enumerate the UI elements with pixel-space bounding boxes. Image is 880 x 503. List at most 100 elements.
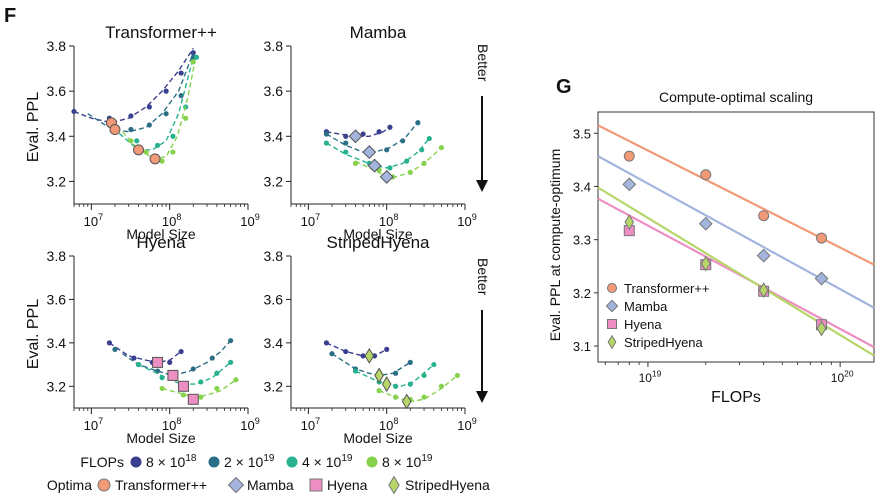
y-tick-label: 3.4 bbox=[573, 179, 591, 194]
legend-flops-title: FLOPs bbox=[80, 454, 124, 470]
series-transformer bbox=[597, 124, 875, 266]
data-point bbox=[360, 353, 366, 359]
legend-optima-marker bbox=[97, 478, 111, 492]
y-tick-label: 3.2 bbox=[47, 173, 67, 189]
data-point bbox=[190, 50, 196, 56]
data-point bbox=[419, 147, 425, 153]
data-point bbox=[404, 158, 410, 164]
series-4e19 bbox=[352, 361, 437, 389]
x-tick-label: 109 bbox=[457, 212, 477, 229]
data-point bbox=[343, 348, 349, 355]
series-2e19 bbox=[87, 52, 196, 133]
subplot-title: StripedHyena bbox=[326, 233, 430, 252]
y-tick-label: 3.8 bbox=[47, 38, 67, 54]
data-point bbox=[454, 372, 461, 379]
better-label-top: Better bbox=[475, 44, 491, 82]
data-point bbox=[183, 115, 189, 121]
x-axis-label: FLOPs bbox=[711, 389, 761, 406]
optimum-marker bbox=[381, 376, 392, 393]
data-point bbox=[758, 210, 770, 222]
y-tick-label: 3.4 bbox=[47, 128, 67, 144]
better-label-bottom: Better bbox=[475, 258, 491, 296]
fit-curve bbox=[326, 342, 388, 357]
y-tick-label: 3.8 bbox=[264, 248, 284, 264]
data-point bbox=[180, 392, 187, 398]
y-axis-label: Eval. PPL bbox=[25, 299, 42, 369]
legend-marker bbox=[607, 283, 617, 293]
data-point bbox=[71, 108, 77, 115]
legend-flops-entry: 8 × 1018 bbox=[130, 453, 197, 470]
data-point bbox=[700, 169, 712, 181]
series-4e19 bbox=[106, 54, 200, 151]
data-point bbox=[228, 359, 234, 365]
x-axis-label: Model Size bbox=[343, 226, 412, 242]
data-point bbox=[758, 282, 769, 299]
y-tick-label: 3.4 bbox=[264, 128, 284, 144]
data-point bbox=[387, 124, 393, 130]
data-point bbox=[393, 383, 399, 389]
y-tick-label: 3.8 bbox=[264, 38, 284, 54]
better-arrow-bottom: Better bbox=[475, 258, 491, 403]
data-point bbox=[360, 131, 366, 137]
y-tick-label: 3.2 bbox=[264, 173, 284, 189]
x-tick-label: 107 bbox=[84, 212, 104, 229]
data-point bbox=[700, 255, 711, 272]
subplot-mamba: Mamba 3.2 3.4 3.6 3.8 107 108 109 Model Size bbox=[264, 23, 477, 242]
data-point bbox=[112, 346, 118, 352]
x-tick-label: 109 bbox=[240, 416, 260, 433]
fit-curve bbox=[326, 138, 430, 169]
data-point bbox=[343, 140, 349, 146]
optimum-marker bbox=[362, 145, 377, 160]
data-point bbox=[163, 88, 169, 94]
legend-flops-label: 8 × 1018 bbox=[146, 453, 197, 470]
data-point bbox=[376, 388, 382, 394]
data-point bbox=[209, 355, 215, 361]
data-point bbox=[134, 138, 140, 144]
optimum-marker bbox=[177, 380, 189, 392]
optimum-marker bbox=[364, 347, 375, 364]
legend-flops-entry: 4 × 1019 bbox=[286, 453, 353, 470]
data-point bbox=[323, 131, 330, 137]
data-point bbox=[698, 216, 713, 231]
data-point bbox=[814, 271, 829, 286]
data-point bbox=[329, 351, 335, 357]
optimum-marker bbox=[109, 124, 121, 136]
legend-marker bbox=[605, 299, 619, 313]
data-point bbox=[343, 149, 349, 155]
series-4e19 bbox=[323, 135, 432, 171]
data-point bbox=[431, 361, 437, 368]
panel-label-g: G bbox=[556, 76, 572, 98]
data-point bbox=[159, 375, 165, 381]
fit-line bbox=[597, 186, 875, 357]
fit-curve bbox=[106, 57, 194, 151]
optimum-marker bbox=[187, 393, 199, 405]
subplot-title: Transformer++ bbox=[105, 23, 217, 42]
x-axis-label: Model Size bbox=[343, 430, 412, 446]
chart-compute-optimal: Compute-optimal scaling 3.1 3.2 3.3 3.4 3.5 10… bbox=[547, 89, 875, 406]
data-point bbox=[135, 361, 142, 368]
x-tick-label: 1019 bbox=[639, 369, 662, 385]
x-tick-label: 109 bbox=[457, 416, 477, 433]
data-point bbox=[159, 385, 165, 392]
data-point bbox=[193, 54, 200, 60]
legend-flops-dot bbox=[286, 456, 298, 468]
y-tick-label: 3.2 bbox=[264, 378, 284, 394]
y-tick-label: 3.6 bbox=[47, 83, 67, 99]
legend-flops-label: 8 × 1019 bbox=[382, 453, 433, 470]
legend-label: Mamba bbox=[624, 299, 668, 314]
y-tick-label: 3.3 bbox=[573, 233, 591, 248]
series-8e19 bbox=[159, 377, 239, 400]
plot-frame bbox=[597, 111, 875, 363]
y-tick-label: 3.6 bbox=[264, 83, 284, 99]
legend-optima-label: Mamba bbox=[247, 477, 294, 493]
x-tick-label: 1020 bbox=[831, 369, 854, 385]
data-point bbox=[624, 214, 635, 231]
optimum-marker bbox=[149, 153, 161, 165]
fit-curve bbox=[87, 52, 194, 133]
series-8e18 bbox=[71, 47, 196, 124]
legend-label: Transformer++ bbox=[624, 281, 710, 296]
legend-optima-entry: Hyena bbox=[309, 477, 368, 493]
x-axis-label: Model Size bbox=[126, 226, 195, 242]
data-point bbox=[384, 147, 390, 153]
fit-line bbox=[597, 124, 875, 266]
